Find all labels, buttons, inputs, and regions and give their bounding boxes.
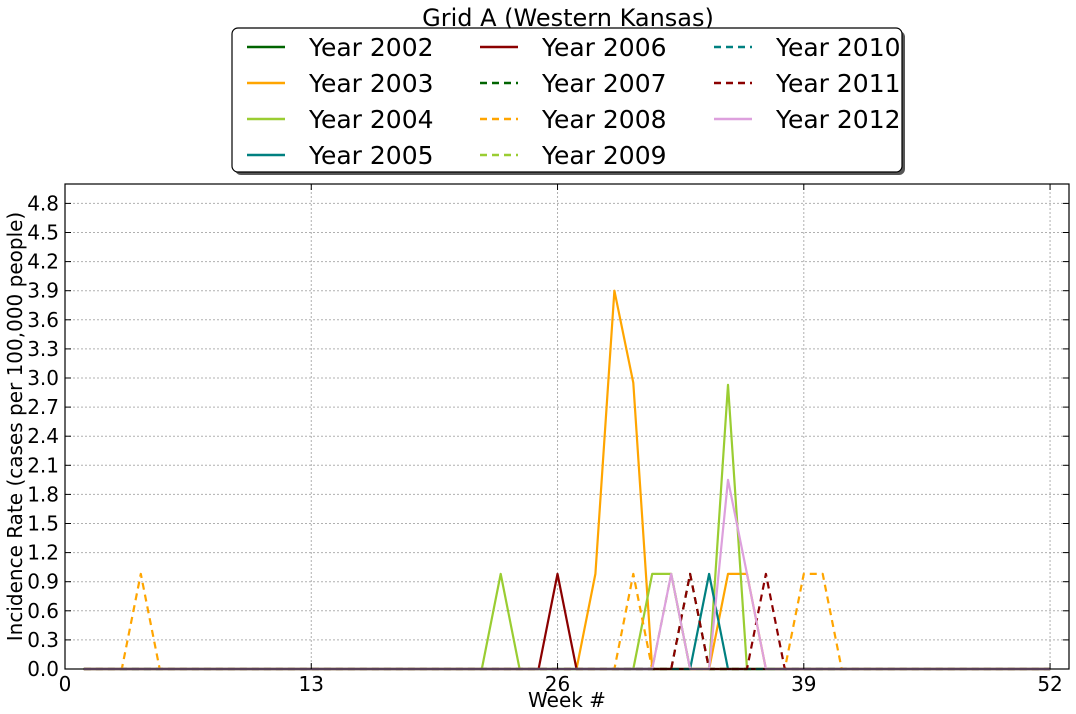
legend-label: Year 2009	[541, 141, 667, 170]
legend-item-year-2008: Year 2008	[480, 105, 667, 134]
y-tick-label: 0.6	[27, 599, 59, 623]
y-tick-label: 1.2	[27, 541, 59, 565]
y-axis-label: Incidence Rate (cases per 100,000 people…	[3, 212, 27, 641]
series-line-year-2004	[83, 383, 1051, 671]
y-tick-label: 3.9	[27, 279, 59, 303]
legend-items: Year 2002 Year 2003 Year 2004 Year 2005 Year…	[247, 33, 901, 170]
y-tick-label: 4.8	[27, 191, 59, 215]
y-tick-label: 2.1	[27, 453, 59, 477]
x-tick-label: 26	[545, 672, 570, 696]
y-tick-label: 1.8	[27, 482, 59, 506]
x-tick-label: 39	[791, 672, 816, 696]
legend-item-year-2004: Year 2004	[247, 105, 434, 134]
legend-item-year-2010: Year 2010	[714, 33, 901, 62]
legend-label: Year 2008	[541, 105, 667, 134]
legend-label: Year 2006	[541, 33, 667, 62]
series-lines	[83, 289, 1051, 671]
y-tick-label: 3.0	[27, 366, 59, 390]
legend-label: Year 2005	[308, 141, 434, 170]
y-tick-label: 2.7	[27, 395, 59, 419]
legend-box	[231, 27, 903, 173]
y-tick-label: 3.3	[27, 337, 59, 361]
x-axis-label: Week #	[528, 688, 606, 712]
y-tick-label: 4.2	[27, 250, 59, 274]
series-line-year-2006	[83, 572, 1051, 671]
x-tick-label: 0	[59, 672, 72, 696]
y-tick-label: 0.0	[27, 657, 59, 681]
y-tick-label: 1.5	[27, 512, 59, 536]
legend: Year 2002 Year 2003 Year 2004 Year 2005 Year…	[231, 27, 905, 175]
legend-label: Year 2010	[775, 33, 901, 62]
x-tick-label: 13	[299, 672, 324, 696]
series-line-year-2003	[83, 289, 1051, 671]
y-tick-label: 2.4	[27, 424, 59, 448]
legend-item-year-2002: Year 2002	[247, 33, 434, 62]
legend-item-year-2011: Year 2011	[714, 69, 901, 98]
y-tick-label: 4.5	[27, 221, 59, 245]
chart-title: Grid A (Western Kansas)	[422, 4, 714, 32]
legend-item-year-2012: Year 2012	[714, 105, 901, 134]
legend-item-year-2009: Year 2009	[480, 141, 667, 170]
legend-label: Year 2003	[308, 69, 434, 98]
legend-item-year-2006: Year 2006	[480, 33, 667, 62]
legend-item-year-2005: Year 2005	[247, 141, 434, 170]
y-tick-label: 0.9	[27, 570, 59, 594]
legend-label: Year 2012	[775, 105, 901, 134]
axis-ticks: 0.0 0.3 0.6 0.9 1.2 1.5 1.8 2.1 2.4 2.7 3.0 3.3 3.6 3…	[27, 184, 1069, 696]
legend-label: Year 2011	[775, 69, 901, 98]
grid-lines	[64, 184, 1069, 670]
legend-item-year-2007: Year 2007	[480, 69, 667, 98]
legend-label: Year 2007	[541, 69, 667, 98]
legend-label: Year 2002	[308, 33, 434, 62]
y-tick-label: 3.6	[27, 308, 59, 332]
legend-label: Year 2004	[308, 105, 434, 134]
x-tick-label: 52	[1037, 672, 1062, 696]
series-line-year-2011	[83, 572, 1051, 671]
series-line-year-2008	[83, 572, 1051, 671]
plot-frame	[64, 183, 1070, 670]
legend-item-year-2003: Year 2003	[247, 69, 434, 98]
series-line-year-2012	[83, 478, 1051, 671]
y-tick-label: 0.3	[27, 628, 59, 652]
